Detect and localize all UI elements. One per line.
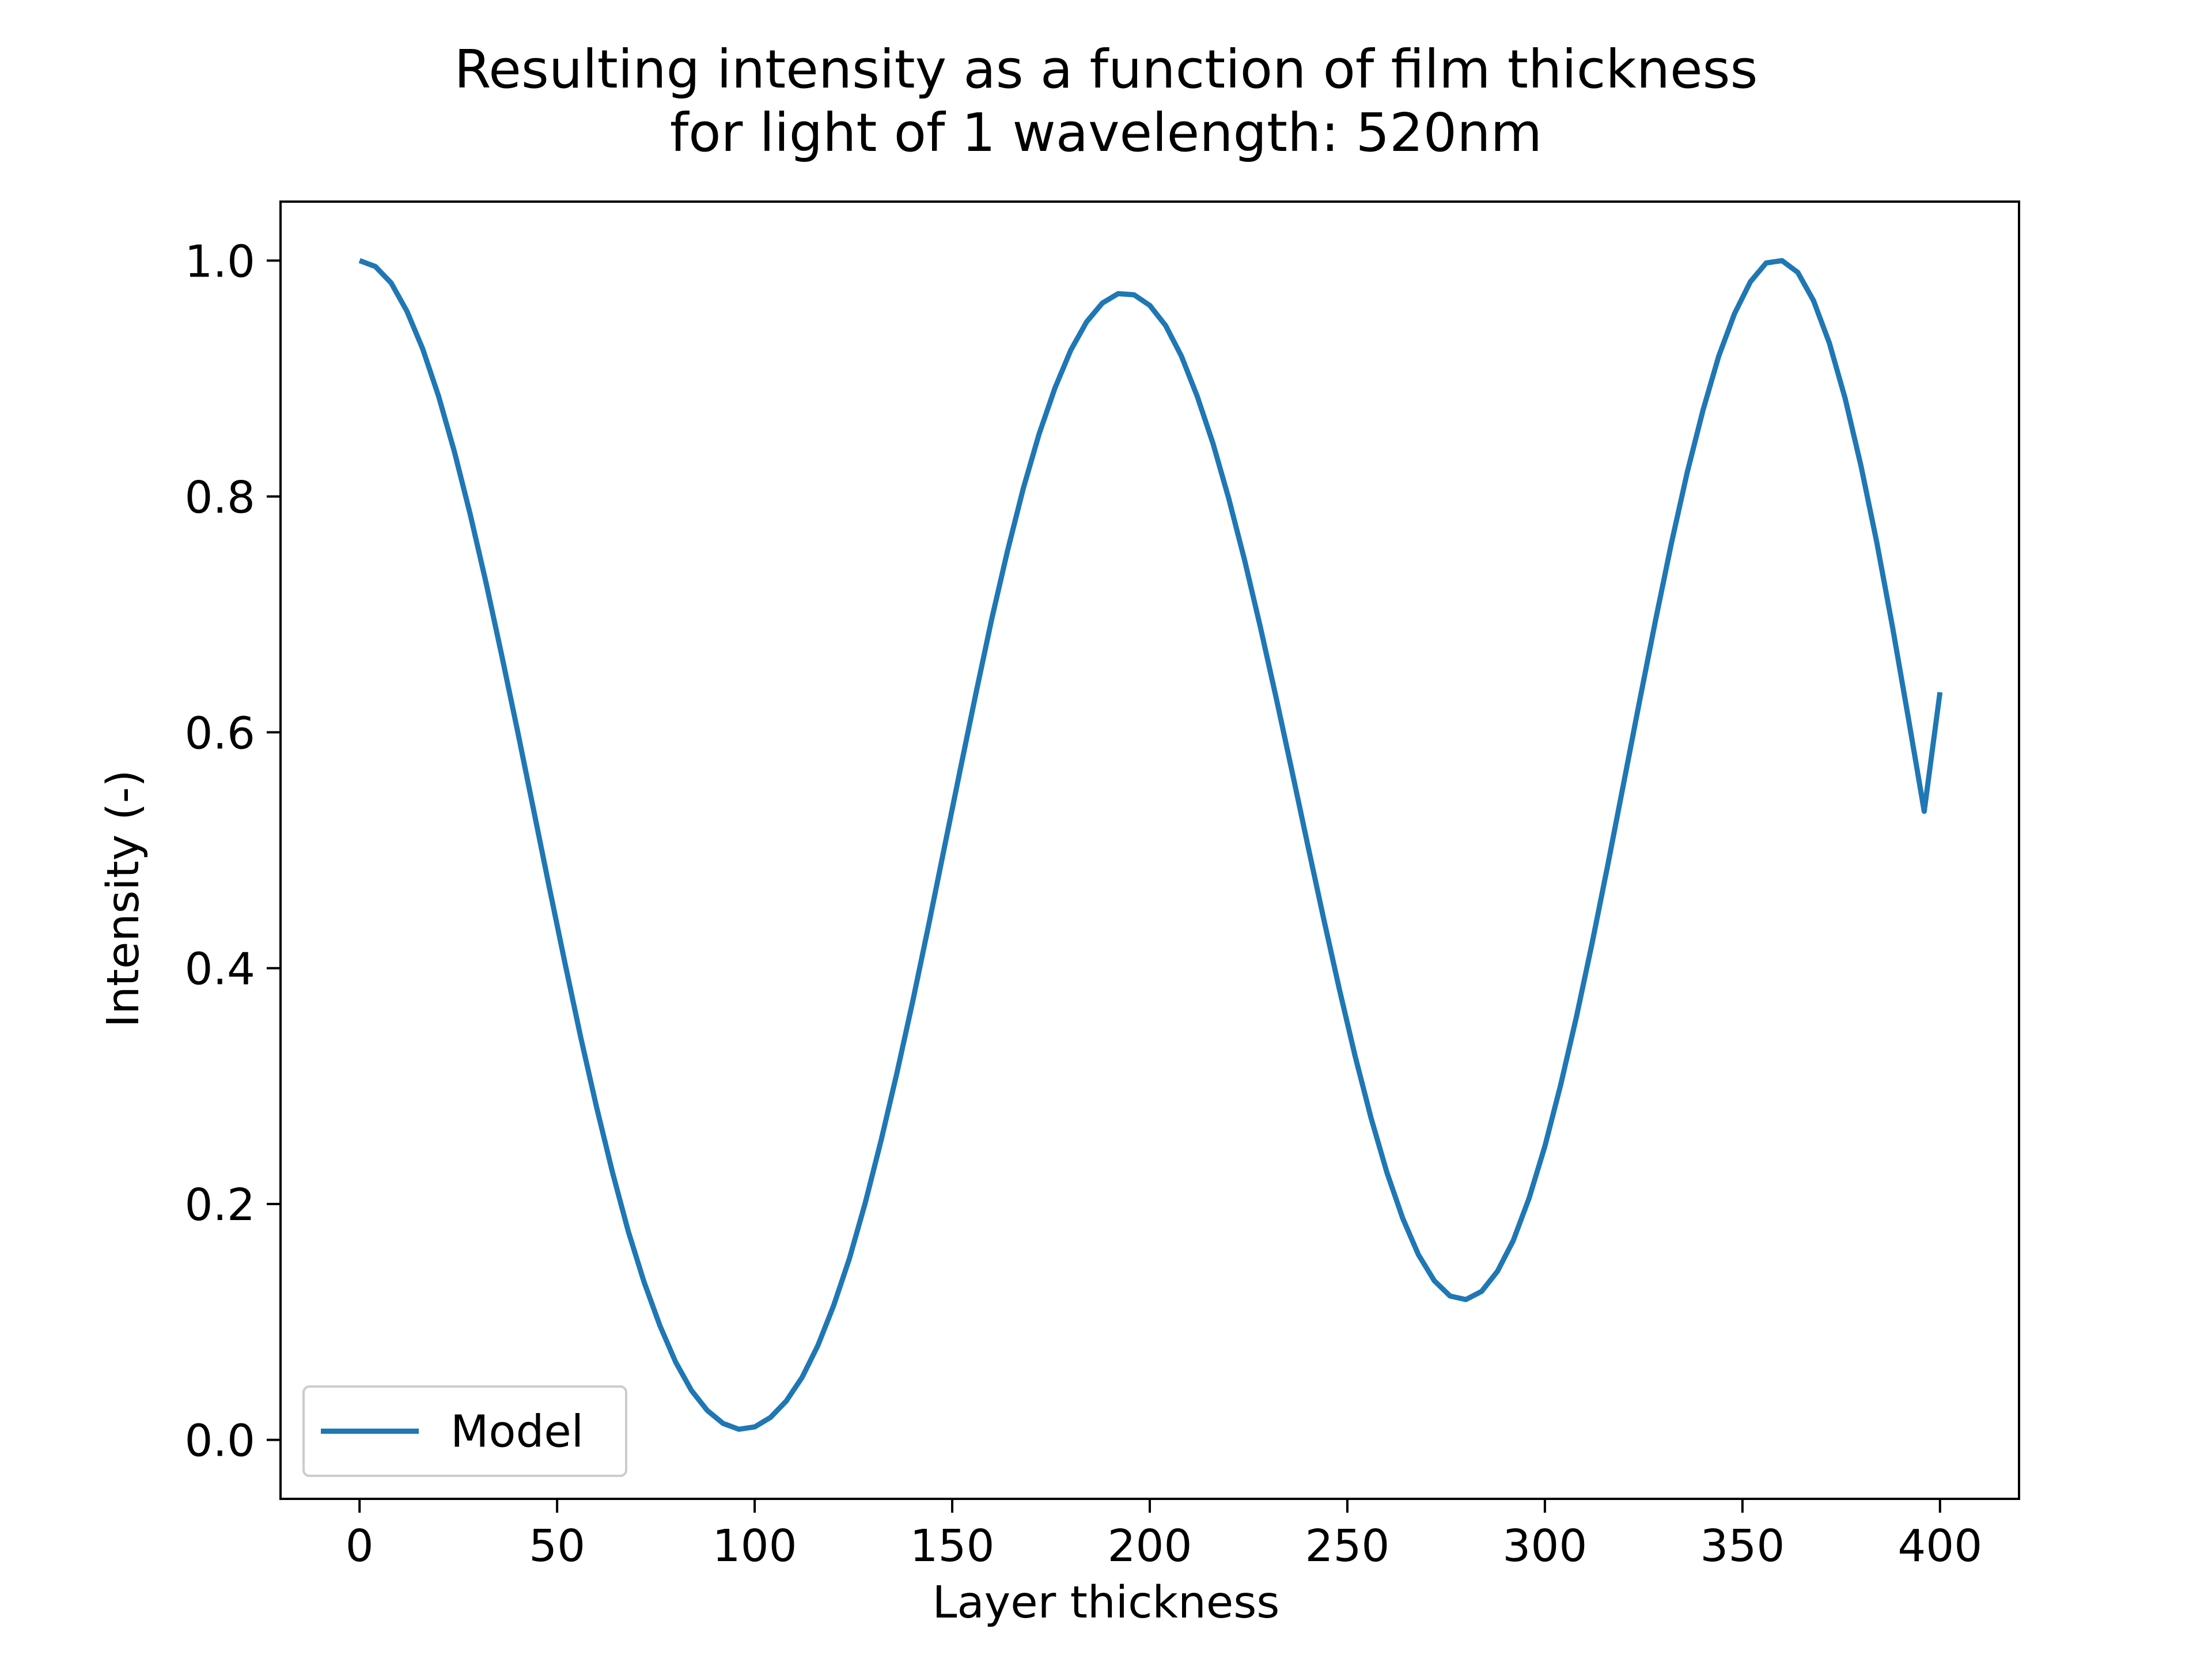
x-tick-label: 400 xyxy=(1897,1521,1982,1572)
x-tick-label: 250 xyxy=(1305,1521,1389,1572)
x-tick-label: 100 xyxy=(713,1521,797,1572)
y-tick-label: 1.0 xyxy=(185,236,255,287)
legend-box xyxy=(302,1385,627,1477)
y-tick-label: 0.6 xyxy=(185,708,255,759)
chart-subtitle: for light of 1 wavelength: 520nm xyxy=(670,102,1542,164)
axes-frame xyxy=(279,200,2020,1500)
y-tick-label: 0.4 xyxy=(185,944,255,995)
chart-title: Resulting intensity as a function of fil… xyxy=(454,39,1758,100)
x-axis-label: Layer thickness xyxy=(933,1577,1280,1628)
x-tick-label: 350 xyxy=(1700,1521,1785,1572)
x-tick-label: 150 xyxy=(910,1521,995,1572)
x-tick-label: 50 xyxy=(529,1521,585,1572)
y-tick-label: 0.8 xyxy=(185,472,255,524)
y-axis-label: Intensity (-) xyxy=(98,770,149,1028)
x-tick-label: 0 xyxy=(346,1521,374,1572)
series-line-1 xyxy=(358,257,1943,1432)
y-tick-label: 0.2 xyxy=(185,1180,255,1231)
legend-entry-label: Model xyxy=(450,1407,584,1458)
y-tick-label: 0.0 xyxy=(185,1416,255,1467)
plot-area: 0 50 100 150 200 250 300 350 400 0.0 0.2 0.4 0.6 0.8 1… xyxy=(185,200,2020,1572)
x-tick-label: 200 xyxy=(1108,1521,1192,1572)
x-tick-label: 300 xyxy=(1502,1521,1587,1572)
